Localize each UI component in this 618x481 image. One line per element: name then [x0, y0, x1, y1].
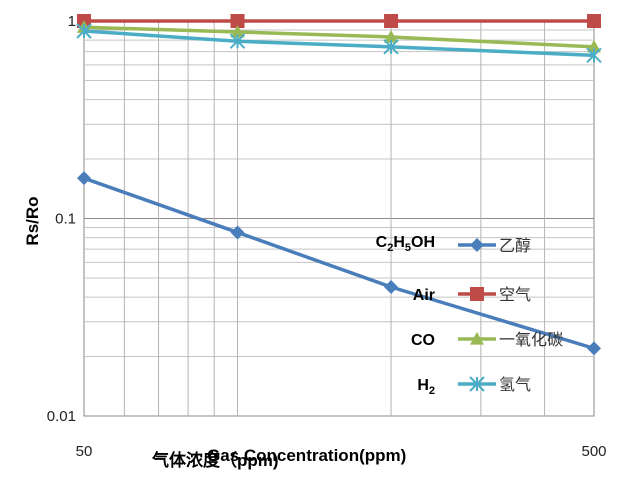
legend-formula-part: H: [393, 234, 405, 251]
series-lines: [76, 14, 602, 356]
legend-series-name: 氢气: [499, 376, 531, 394]
legend-formula-part: 5: [405, 242, 411, 254]
marker-diamond: [470, 238, 484, 252]
marker-diamond: [230, 225, 245, 240]
marker-star: [229, 33, 246, 49]
y-tick-label: 0.1: [55, 211, 76, 228]
marker-triangle: [230, 24, 245, 38]
marker-triangle: [587, 39, 601, 53]
y-tick-label: 1: [68, 13, 76, 30]
marker-square: [230, 14, 245, 28]
legend-formula: CO: [411, 332, 435, 349]
series-line-2: [83, 25, 595, 49]
legend-series-name: 一氧化碳: [499, 331, 563, 349]
marker-diamond: [77, 171, 91, 186]
x-axis-title: Gas Concentration(ppm): [207, 446, 406, 465]
marker-square: [470, 287, 484, 301]
grid-lines: [84, 20, 594, 416]
legend-formula-part: OH: [411, 234, 435, 251]
marker-star: [469, 376, 485, 392]
marker-star: [586, 47, 602, 64]
x-tick-label: 500: [581, 443, 606, 460]
marker-star: [383, 39, 399, 55]
legend-formula-part: C: [376, 234, 388, 251]
marker-triangle: [384, 29, 399, 43]
y-tick-label: 0.01: [47, 408, 76, 425]
series-line-0: [83, 176, 595, 351]
legend-formula: C2H5OH: [376, 234, 435, 254]
y-axis-title: Rs/Ro: [23, 196, 42, 245]
marker-triangle: [470, 332, 484, 345]
marker-diamond: [384, 279, 399, 294]
legend-formula-part: H: [417, 377, 429, 394]
marker-square: [587, 14, 601, 28]
marker-square: [384, 14, 399, 28]
legend-formula-part: 2: [387, 242, 393, 254]
tick-labels: 0.01 0.1 1 50 500: [47, 13, 607, 460]
legend-formula-part: 2: [429, 385, 435, 397]
series-line-3: [83, 29, 595, 58]
legend-formula: Air: [413, 287, 435, 304]
x-axis-title-chinese: 气体浓度（ppm): [151, 450, 279, 470]
legend-series-name: 空气: [499, 286, 531, 304]
legend-series-name: 乙醇: [499, 237, 531, 255]
legend-formula: H2: [417, 377, 435, 397]
x-tick-label: 50: [76, 443, 93, 460]
marker-diamond: [587, 341, 601, 356]
marker-star: [76, 23, 92, 39]
